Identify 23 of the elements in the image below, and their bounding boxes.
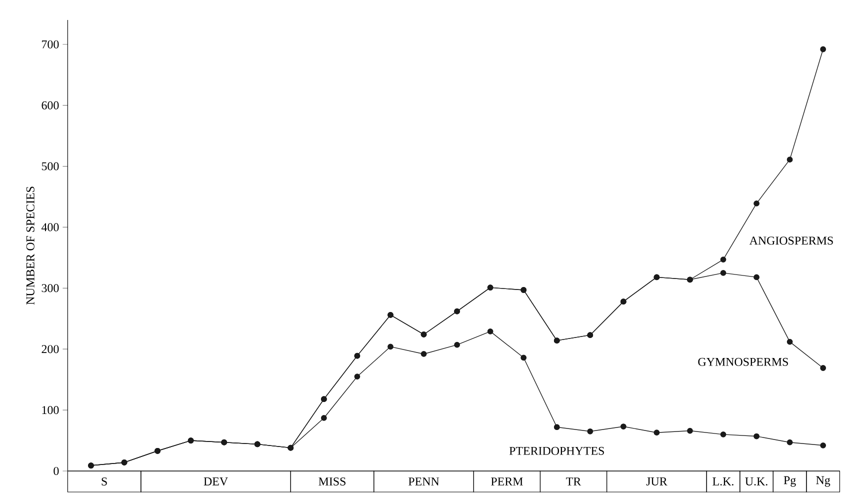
text: Ng xyxy=(816,476,830,487)
y-tick-label: 700 xyxy=(42,40,59,48)
text: TR xyxy=(566,478,582,486)
text: PERM xyxy=(491,478,523,486)
text: S xyxy=(102,477,107,486)
y-axis-title: NUMBER OF SPECIES xyxy=(26,186,34,305)
text: JUR xyxy=(646,478,668,486)
y-tick-label: 200 xyxy=(42,345,59,354)
text: MISS xyxy=(318,477,346,486)
y-tick-label: 500 xyxy=(42,162,59,170)
text: U.K. xyxy=(745,478,768,486)
annotation: GYMNOSPERMS xyxy=(698,358,788,366)
y-tick-label: 600 xyxy=(42,101,59,110)
text: Pg xyxy=(784,476,796,487)
annotation: ANGIOSPERMS xyxy=(749,236,833,245)
annotation: PTERIDOPHYTES xyxy=(509,446,604,455)
y-tick-label: 300 xyxy=(42,284,59,292)
text: L.K. xyxy=(712,478,734,486)
y-tick-label: 100 xyxy=(42,406,59,414)
y-tick-label: 400 xyxy=(41,223,59,232)
text: PENN xyxy=(408,478,440,486)
text: DEV xyxy=(204,477,228,486)
y-tick-label: 0 xyxy=(54,466,59,476)
